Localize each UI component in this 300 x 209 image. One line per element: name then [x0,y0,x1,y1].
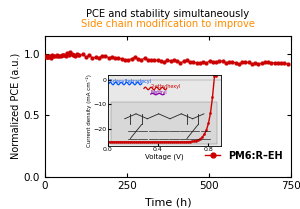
Text: Methyl: Methyl [151,90,167,95]
FancyBboxPatch shape [111,102,218,144]
X-axis label: Voltage (V): Voltage (V) [145,153,184,160]
Legend: PM6:R–EH: PM6:R–EH [201,147,286,165]
Text: 2-decyltetradecyl: 2-decyltetradecyl [109,79,152,84]
Text: Side chain modification to improve: Side chain modification to improve [81,19,255,29]
Text: 2-ethylhexyl: 2-ethylhexyl [151,84,181,89]
Y-axis label: Current density (mA cm⁻²): Current density (mA cm⁻²) [86,74,92,147]
X-axis label: Time (h): Time (h) [145,197,191,207]
Y-axis label: Normalized PCE (a.u.): Normalized PCE (a.u.) [11,53,21,159]
Text: PCE and stability simultaneously: PCE and stability simultaneously [86,9,250,19]
